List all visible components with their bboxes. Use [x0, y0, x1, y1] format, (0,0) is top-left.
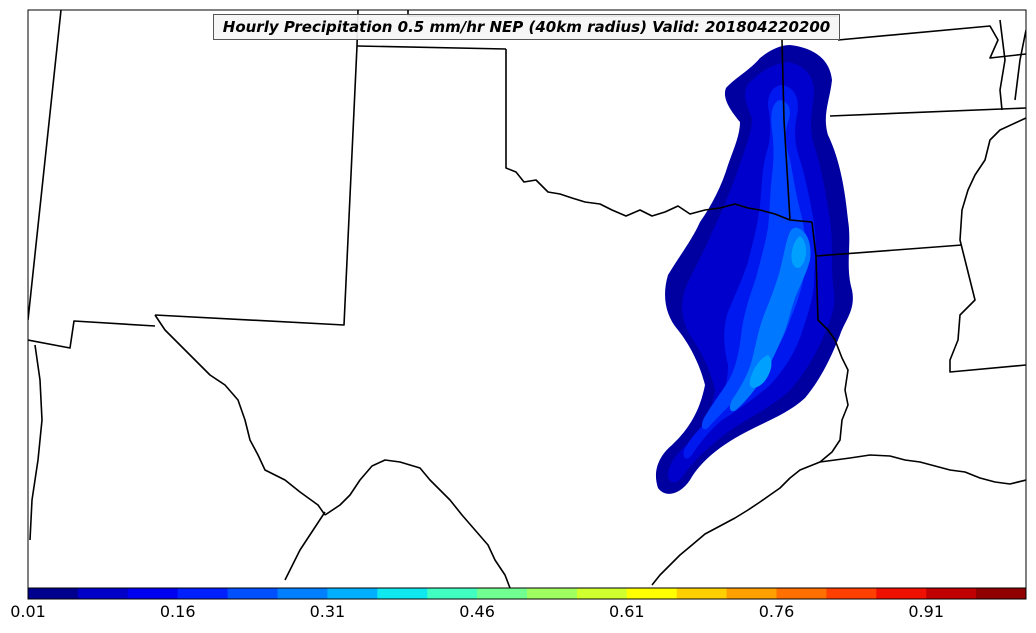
colorbar-swatch [826, 588, 877, 599]
state-boundaries [28, 10, 1026, 588]
colorbar-swatch [377, 588, 428, 599]
contour-level-5 [729, 227, 811, 412]
precip-field [655, 45, 853, 494]
colorbar-swatch [477, 588, 528, 599]
colorbar-tick-label: 0.01 [10, 602, 46, 621]
colorbar-swatch [926, 588, 977, 599]
colorbar-swatch [427, 588, 478, 599]
colorbar-swatch [327, 588, 378, 599]
colorbar [28, 588, 1027, 599]
colorbar-swatch [227, 588, 278, 599]
colorbar-swatch [676, 588, 728, 599]
colorbar-tick-label: 0.61 [608, 602, 645, 621]
colorbar-swatch [127, 588, 179, 599]
colorbar-swatch [876, 588, 927, 599]
colorbar-swatch [626, 588, 678, 599]
colorbar-swatch [776, 588, 827, 599]
colorbar-swatch [527, 588, 578, 599]
colorbar-swatch [277, 588, 328, 599]
colorbar-tick-label: 0.16 [159, 602, 196, 621]
colorbar-swatch [177, 588, 229, 599]
contour-level-6 [749, 236, 807, 388]
colorbar-tick-label: 0.91 [908, 602, 944, 621]
colorbar-frame [27, 587, 1027, 600]
colorbar-swatch [77, 588, 129, 599]
colorbar-swatch [576, 588, 628, 599]
colorbar-swatch [28, 588, 79, 599]
colorbar-tick-label: 0.76 [758, 602, 795, 621]
map-frame [27, 9, 1027, 589]
colorbar-tick-label: 0.31 [309, 602, 346, 621]
colorbar-swatch [976, 588, 1027, 599]
contour-level-4 [701, 100, 807, 430]
colorbar-swatch [726, 588, 777, 599]
map-title: Hourly Precipitation 0.5 mm/hr NEP (40km… [213, 14, 840, 40]
colorbar-tick-label: 0.46 [459, 602, 495, 621]
